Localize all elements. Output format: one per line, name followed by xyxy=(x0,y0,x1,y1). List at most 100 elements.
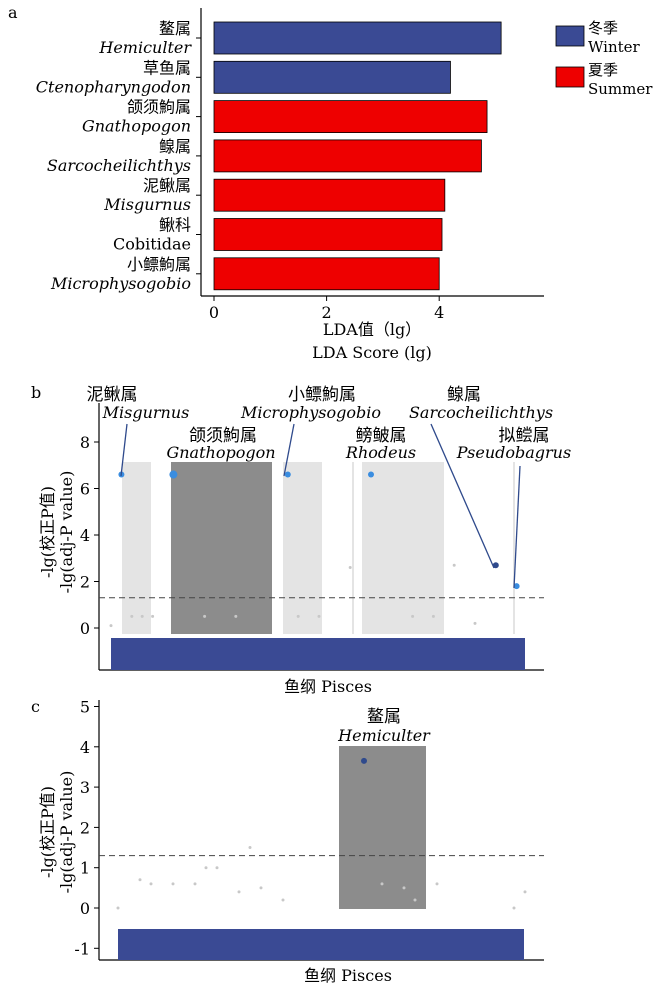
lda-bar-sarcocheilichthys xyxy=(213,139,482,173)
panel-b-point-7 xyxy=(140,614,144,618)
panel-c-ytick-label: 2 xyxy=(80,818,90,837)
panel-c-point-11 xyxy=(281,898,285,902)
panel-c-ytick-label: 1 xyxy=(80,859,90,878)
panel-c-point-9 xyxy=(248,846,252,850)
panel-b-point-18 xyxy=(109,624,113,628)
lda-label-zh-sarcocheilichthys: 鳈属 xyxy=(159,137,191,156)
panel-b-point-10 xyxy=(234,614,238,618)
legend-swatch-summer xyxy=(555,66,585,88)
lda-label-zh-misgurnus: 泥鳅属 xyxy=(143,176,191,195)
legend-swatch-winter xyxy=(555,25,585,47)
panel-c-point-13 xyxy=(402,886,406,890)
leader-pseudobagrus xyxy=(513,465,521,589)
panel-c-ytick-label: 0 xyxy=(80,899,90,918)
legend-winter-zh: 冬季 xyxy=(588,19,618,37)
annot-gnathopogon-latin: Gnathopogon xyxy=(166,443,275,462)
panel-c-point-14 xyxy=(413,898,417,902)
panel-c-xlabel: 鱼纲 Pisces xyxy=(304,966,392,985)
panel-c-ytick-label: 4 xyxy=(80,738,90,757)
panel-c-pisces-bar xyxy=(118,929,524,960)
panel-b-point-17 xyxy=(473,621,477,625)
legend-winter-en: Winter xyxy=(588,38,641,56)
panel-b-pisces-bar xyxy=(111,638,525,670)
panel-c-point-8 xyxy=(237,890,241,894)
lda-label-zh-ctenopharyngodon: 草鱼属 xyxy=(143,58,191,77)
panel-a-xlabel-zh: LDA值（lg） xyxy=(323,320,421,339)
panel-c-point-10 xyxy=(259,886,263,890)
lda-label-zh-gnathopogon: 颌须鮈属 xyxy=(127,98,191,117)
panel-c-scatter: -1 0 1 2 3 4 5 鱼纲 Pisces -lg(校正P值) -lg(adj-P v… xyxy=(38,698,544,985)
panel-c-point-15 xyxy=(435,882,439,886)
panel-b-point-4 xyxy=(492,562,499,569)
panel-b-point-11 xyxy=(296,614,300,618)
highlight-region-rhodeus xyxy=(362,462,444,634)
panel-b-point-1 xyxy=(169,470,178,479)
panel-c-point-0 xyxy=(361,757,367,764)
leader-microphysogobio xyxy=(283,423,295,477)
panel-c-ylabel-zh: -lg(校正P值) xyxy=(38,786,57,878)
panel-b-point-3 xyxy=(368,471,374,478)
annot-microphysogobio-latin: Microphysogobio xyxy=(240,403,381,422)
leader-misgurnus xyxy=(120,423,128,477)
panel-c-point-1 xyxy=(116,906,120,910)
panel-b-ytick-label: 8 xyxy=(80,433,90,452)
highlight-region-gnathopogon xyxy=(171,462,272,634)
annot-pseudobagrus-latin: Pseudobagrus xyxy=(456,443,571,462)
panel-b-point-2 xyxy=(284,471,291,478)
lda-bar-hemiculter xyxy=(213,21,502,55)
lda-xtick-label: 0 xyxy=(209,303,219,322)
panel-b-ylabel-en: -lg(adj-P value) xyxy=(57,471,76,594)
panel-b-point-9 xyxy=(203,614,207,618)
panel-c-point-4 xyxy=(171,882,175,886)
panel-b-point-14 xyxy=(411,614,415,618)
panel-c-ytick-label: -1 xyxy=(74,939,90,958)
panel-b-xlabel: 鱼纲 Pisces xyxy=(284,677,372,696)
lda-xtick-label: 4 xyxy=(434,303,444,322)
lda-label-zh-hemiculter: 鳌属 xyxy=(159,19,191,38)
lda-label-latin-ctenopharyngodon: Ctenopharyngodon xyxy=(36,77,191,96)
highlight-region-misgurnus xyxy=(122,462,151,634)
lda-bar-microphysogobio xyxy=(213,257,440,291)
panel-b-point-13 xyxy=(348,566,352,570)
lda-label-latin-gnathopogon: Gnathopogon xyxy=(82,117,191,136)
panel-c-point-12 xyxy=(380,882,384,886)
panel-b-point-6 xyxy=(130,614,134,618)
legend-summer-zh: 夏季 xyxy=(588,61,618,79)
annot-hemiculter-latin: Hemiculter xyxy=(337,726,431,745)
annot-misgurnus-latin: Misgurnus xyxy=(102,403,190,422)
panel-c-ytick-label: 3 xyxy=(80,778,90,797)
lda-bar-misgurnus xyxy=(213,178,446,212)
panel-label-c: c xyxy=(31,697,40,716)
annot-sarcocheilichthys-latin: Sarcocheilichthys xyxy=(409,403,553,422)
lda-label-zh-microphysogobio: 小鳔鮈属 xyxy=(127,255,191,274)
panel-a-xlabel-en: LDA Score (lg) xyxy=(312,343,432,362)
panel-b-scatter: 0 2 4 6 8 鱼纲 Pisces -lg(校正P值) -lg(adj-P valu… xyxy=(38,385,571,696)
lda-xtick-label: 2 xyxy=(322,303,332,322)
lda-label-latin-cobitidae: Cobitidae xyxy=(113,235,191,254)
panel-a-legend: 冬季 Winter 夏季 Summer xyxy=(555,19,653,98)
panel-b-ytick-label: 0 xyxy=(80,619,90,638)
lda-label-latin-sarcocheilichthys: Sarcocheilichthys xyxy=(47,156,191,175)
panel-b-point-12 xyxy=(317,614,321,618)
lda-label-zh-cobitidae: 鳅科 xyxy=(159,216,191,235)
highlight-region-microphysogobio xyxy=(283,462,322,634)
lda-label-latin-misgurnus: Misgurnus xyxy=(103,195,191,214)
panel-c-point-3 xyxy=(149,882,153,886)
panel-c-point-17 xyxy=(523,890,527,894)
annot-hemiculter-zh: 鳌属 xyxy=(367,707,401,727)
lda-bar-cobitidae xyxy=(213,218,443,251)
annot-misgurnus-zh: 泥鳅属 xyxy=(87,385,138,405)
lda-label-latin-microphysogobio: Microphysogobio xyxy=(50,274,191,293)
panel-b-ytick-label: 4 xyxy=(80,526,90,545)
annot-sarcocheilichthys-zh: 鳈属 xyxy=(447,385,481,405)
lda-label-latin-hemiculter: Hemiculter xyxy=(98,38,192,57)
annot-rhodeus-zh: 鳑鲏属 xyxy=(356,426,407,446)
panel-c-point-7 xyxy=(215,866,219,870)
panel-b-ylabel-zh: -lg(校正P值) xyxy=(38,486,57,578)
panel-b-ytick-label: 2 xyxy=(80,573,90,592)
annot-microphysogobio-zh: 小鳔鮈属 xyxy=(288,385,356,405)
panel-b-point-5 xyxy=(513,583,520,590)
panel-b-point-15 xyxy=(431,614,435,618)
